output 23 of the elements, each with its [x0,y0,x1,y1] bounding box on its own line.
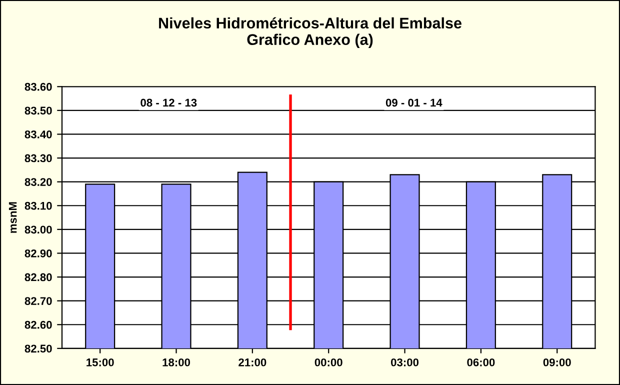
y-tick-label: 82.60 [24,320,52,329]
x-tick-label: 15:00 [86,358,114,366]
y-tick-label: 83.30 [24,154,52,162]
annotation: 09 - 01 - 14 [386,98,442,107]
y-tick-label: 83.60 [24,82,52,91]
annotation: 08 - 12 - 13 [140,98,197,107]
x-tick-label: 09:00 [543,358,571,366]
y-tick-label: 82.80 [24,273,52,282]
x-tick-label: 21:00 [238,358,266,366]
y-tick-label: 82.50 [24,344,52,353]
y-axis-title: msnM [8,202,17,233]
y-tick-label: 83.00 [24,226,52,234]
y-tick-label: 83.20 [24,178,52,186]
y-tick-label: 82.70 [24,297,52,305]
x-tick-label: 18:00 [162,358,190,366]
y-tick-label: 83.10 [24,202,52,210]
y-tick-label: 83.40 [24,130,52,138]
x-tick-label: 00:00 [314,358,342,366]
y-tick-label: 83.50 [24,106,52,115]
chart-title: Niveles Hidrométricos-Altura del Embalse Grafico Anexo (a) [159,17,462,48]
y-tick-label: 82.90 [24,249,52,258]
x-tick-label: 03:00 [391,358,419,366]
x-tick-label: 06:00 [467,358,495,366]
